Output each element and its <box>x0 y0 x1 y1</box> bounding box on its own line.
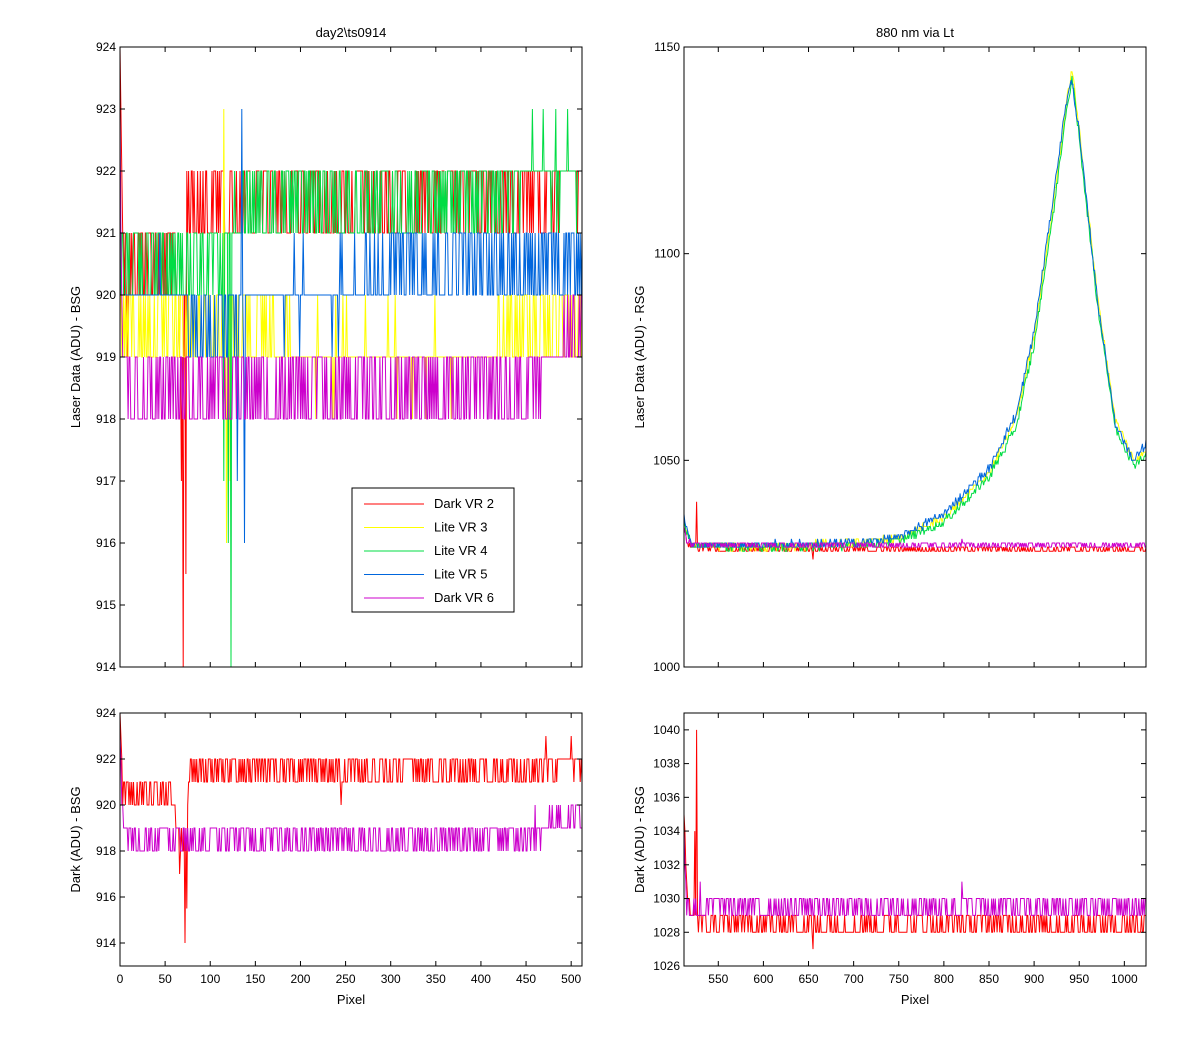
series-line-dark-vr-6 <box>684 526 1146 548</box>
x-tick-label: 600 <box>753 972 773 986</box>
legend-entry: Lite VR 4 <box>434 543 487 558</box>
y-tick-label: 1040 <box>653 723 680 737</box>
y-tick-label: 922 <box>96 752 116 766</box>
series-line-dark-vr-2 <box>684 729 1146 950</box>
axes-frame <box>119 712 583 967</box>
plot-area <box>684 47 1146 667</box>
y-tick-label: 924 <box>96 40 116 54</box>
x-tick-label: 900 <box>1024 972 1044 986</box>
y-tick-label: 1030 <box>653 892 680 906</box>
legend-entry: Lite VR 5 <box>434 567 487 582</box>
y-tick-label: 1034 <box>653 824 680 838</box>
y-tick-label: 920 <box>96 288 116 302</box>
y-axis-label: Laser Data (ADU) - BSG <box>68 286 83 428</box>
x-tick-label: 350 <box>426 972 446 986</box>
x-tick-label: 850 <box>979 972 999 986</box>
panel-bottom-right: 550 600 650 700 750 800 850 900 950 1000 1026 1028 1… <box>632 712 1147 1007</box>
panel-top-right: 1000 1050 1100 1150 880 nm via Lt Laser Data … <box>632 25 1147 674</box>
y-tick-label: 914 <box>96 660 116 674</box>
y-tick-label: 1032 <box>653 858 680 872</box>
series-line-dark-vr-6 <box>120 735 582 852</box>
y-tick-label: 916 <box>96 536 116 550</box>
series-line-lite-vr-4 <box>684 75 1146 552</box>
x-tick-label: 550 <box>708 972 728 986</box>
y-tick-label: 1038 <box>653 757 680 771</box>
y-tick-label: 917 <box>96 474 116 488</box>
series-line-lite-vr-5 <box>120 108 582 544</box>
panel-bottom-left: 0 50 100 150 200 250 300 350 400 450 500 914 916 918 9… <box>68 706 583 1007</box>
x-tick-label: 400 <box>471 972 491 986</box>
chart-title: 880 nm via Lt <box>876 25 954 40</box>
x-axis-label: Pixel <box>901 992 929 1007</box>
chart-title: day2\ts0914 <box>316 25 387 40</box>
legend-entry: Dark VR 6 <box>434 590 494 605</box>
y-tick-label: 920 <box>96 798 116 812</box>
y-tick-label: 915 <box>96 598 116 612</box>
series-line-dark-vr-6 <box>120 108 582 420</box>
y-axis-label: Dark (ADU) - BSG <box>68 786 83 892</box>
y-tick-label: 1150 <box>654 40 680 54</box>
y-tick-label: 1100 <box>654 247 680 261</box>
legend: Dark VR 2 Lite VR 3 Lite VR 4 Lite VR 5 Dark… <box>351 487 515 613</box>
x-axis-label: Pixel <box>337 992 365 1007</box>
series-line-lite-vr-4 <box>120 108 582 667</box>
x-tick-label: 100 <box>200 972 220 986</box>
y-tick-label: 918 <box>96 412 116 426</box>
y-tick-label: 919 <box>96 350 116 364</box>
y-tick-label: 1026 <box>653 959 680 973</box>
y-tick-label: 921 <box>96 226 116 240</box>
series-line-dark-vr-2 <box>684 501 1146 560</box>
series-line-dark-vr-2 <box>120 713 582 944</box>
y-tick-label: 924 <box>96 706 116 720</box>
axes-frame <box>683 712 1147 967</box>
x-tick-label: 700 <box>844 972 864 986</box>
x-tick-label: 800 <box>934 972 954 986</box>
x-tick-label: 500 <box>561 972 581 986</box>
x-tick-label: 950 <box>1069 972 1089 986</box>
x-tick-label: 250 <box>336 972 356 986</box>
legend-entry: Dark VR 2 <box>434 496 494 511</box>
y-tick-label: 918 <box>96 844 116 858</box>
x-tick-label: 750 <box>889 972 909 986</box>
x-tick-label: 650 <box>799 972 819 986</box>
y-tick-label: 914 <box>96 936 116 950</box>
x-tick-label: 150 <box>245 972 265 986</box>
y-tick-label: 1028 <box>653 925 680 939</box>
x-tick-label: 50 <box>158 972 172 986</box>
y-axis-label: Laser Data (ADU) - RSG <box>632 285 647 428</box>
x-tick-label: 1000 <box>1111 972 1138 986</box>
x-tick-label: 200 <box>290 972 310 986</box>
x-tick-label: 300 <box>381 972 401 986</box>
y-tick-label: 916 <box>96 890 116 904</box>
x-tick-label: 0 <box>117 972 124 986</box>
x-tick-label: 450 <box>516 972 536 986</box>
y-axis-label: Dark (ADU) - RSG <box>632 786 647 893</box>
y-tick-label: 923 <box>96 102 116 116</box>
axes-frame <box>683 46 1147 668</box>
series-line-dark-vr-6 <box>684 831 1146 916</box>
y-tick-label: 922 <box>96 164 116 178</box>
panel-top-left: 914 915 916 917 918 919 920 921 922 923 924 day2\ts… <box>68 25 583 674</box>
legend-entry: Lite VR 3 <box>434 520 487 535</box>
y-tick-label: 1036 <box>653 790 680 804</box>
y-tick-label: 1000 <box>653 660 680 674</box>
y-tick-label: 1050 <box>653 453 680 467</box>
legend-box <box>351 487 515 613</box>
